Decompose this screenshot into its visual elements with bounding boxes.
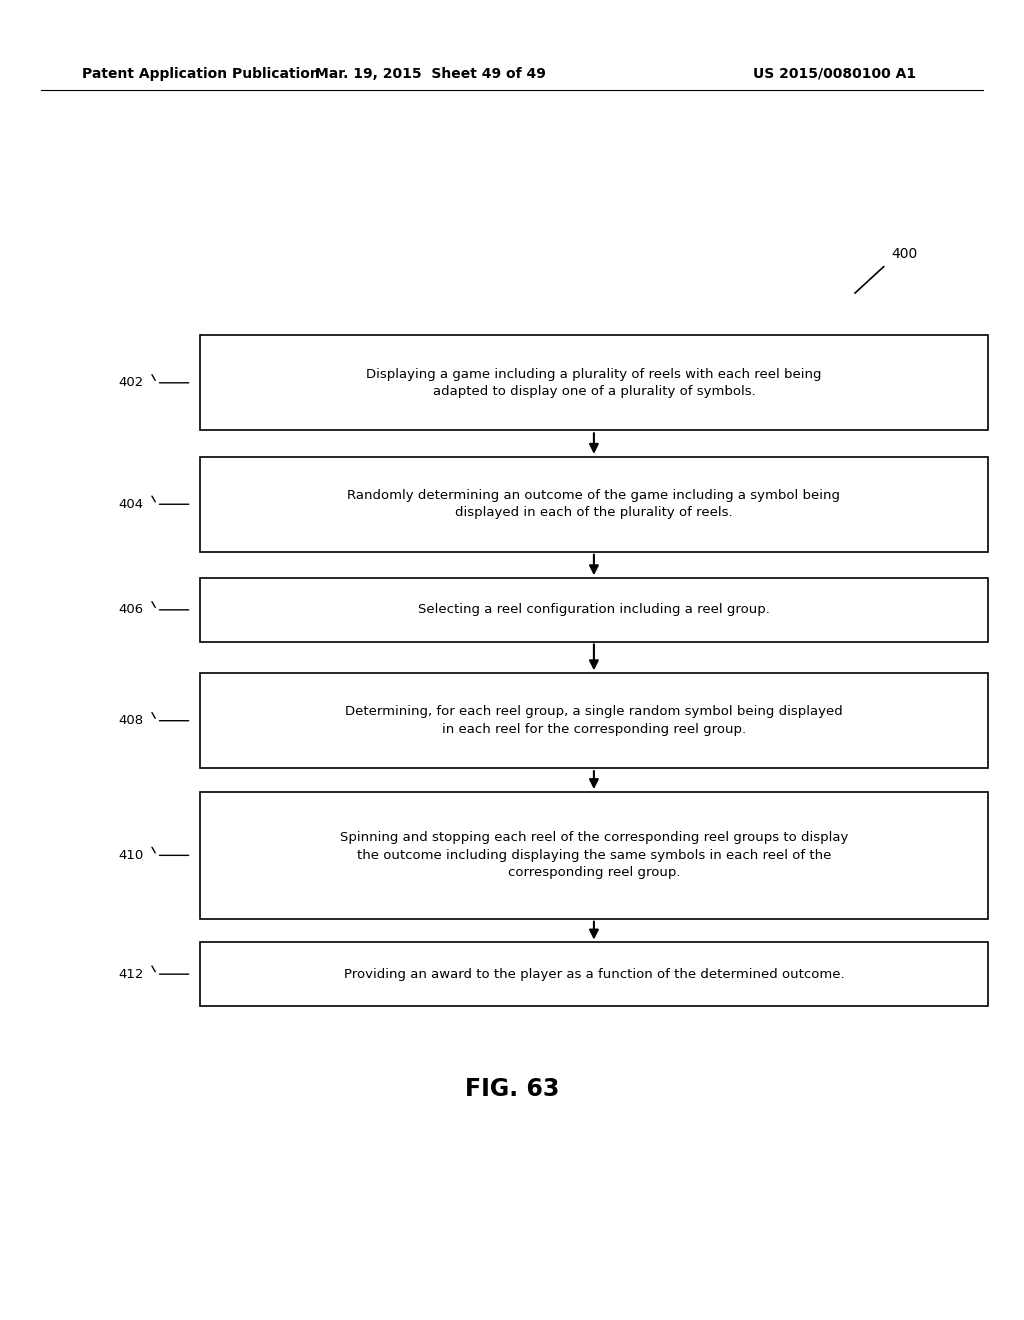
- Text: Displaying a game including a plurality of reels with each reel being
adapted to: Displaying a game including a plurality …: [367, 367, 821, 399]
- Bar: [200, 942, 988, 1006]
- Text: Providing an award to the player as a function of the determined outcome.: Providing an award to the player as a fu…: [344, 968, 844, 981]
- Bar: [200, 457, 988, 552]
- Text: 402: 402: [118, 376, 143, 389]
- Text: US 2015/0080100 A1: US 2015/0080100 A1: [754, 67, 916, 81]
- Text: 404: 404: [118, 498, 143, 511]
- Bar: [200, 673, 988, 768]
- Text: Spinning and stopping each reel of the corresponding reel groups to display
the : Spinning and stopping each reel of the c…: [340, 832, 848, 879]
- Text: 410: 410: [118, 849, 143, 862]
- Text: Patent Application Publication: Patent Application Publication: [82, 67, 319, 81]
- Text: FIG. 63: FIG. 63: [465, 1077, 559, 1101]
- Text: Selecting a reel configuration including a reel group.: Selecting a reel configuration including…: [418, 603, 770, 616]
- Text: Determining, for each reel group, a single random symbol being displayed
in each: Determining, for each reel group, a sing…: [345, 705, 843, 737]
- Text: Mar. 19, 2015  Sheet 49 of 49: Mar. 19, 2015 Sheet 49 of 49: [314, 67, 546, 81]
- Text: 408: 408: [118, 714, 143, 727]
- Text: 406: 406: [118, 603, 143, 616]
- Text: Randomly determining an outcome of the game including a symbol being
displayed i: Randomly determining an outcome of the g…: [347, 488, 841, 520]
- Bar: [200, 792, 988, 919]
- Text: 412: 412: [118, 968, 143, 981]
- Bar: [200, 335, 988, 430]
- Bar: [200, 578, 988, 642]
- Text: 400: 400: [891, 247, 918, 261]
